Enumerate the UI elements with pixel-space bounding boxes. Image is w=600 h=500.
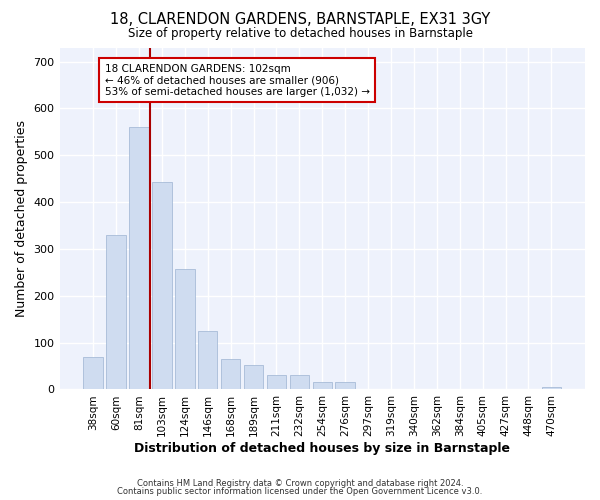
Text: Contains HM Land Registry data © Crown copyright and database right 2024.: Contains HM Land Registry data © Crown c… xyxy=(137,478,463,488)
Bar xyxy=(313,382,332,390)
Bar xyxy=(83,356,103,390)
Bar xyxy=(129,127,149,390)
Bar xyxy=(198,331,217,390)
X-axis label: Distribution of detached houses by size in Barnstaple: Distribution of detached houses by size … xyxy=(134,442,510,455)
Text: Contains public sector information licensed under the Open Government Licence v3: Contains public sector information licen… xyxy=(118,487,482,496)
Bar xyxy=(221,360,241,390)
Text: 18, CLARENDON GARDENS, BARNSTAPLE, EX31 3GY: 18, CLARENDON GARDENS, BARNSTAPLE, EX31 … xyxy=(110,12,490,28)
Bar xyxy=(152,182,172,390)
Bar xyxy=(542,386,561,390)
Bar xyxy=(290,376,309,390)
Bar xyxy=(335,382,355,390)
Text: Size of property relative to detached houses in Barnstaple: Size of property relative to detached ho… xyxy=(128,28,473,40)
Bar xyxy=(106,235,126,390)
Bar xyxy=(244,365,263,390)
Text: 18 CLARENDON GARDENS: 102sqm
← 46% of detached houses are smaller (906)
53% of s: 18 CLARENDON GARDENS: 102sqm ← 46% of de… xyxy=(104,64,370,97)
Bar xyxy=(267,376,286,390)
Bar xyxy=(175,268,194,390)
Y-axis label: Number of detached properties: Number of detached properties xyxy=(15,120,28,317)
